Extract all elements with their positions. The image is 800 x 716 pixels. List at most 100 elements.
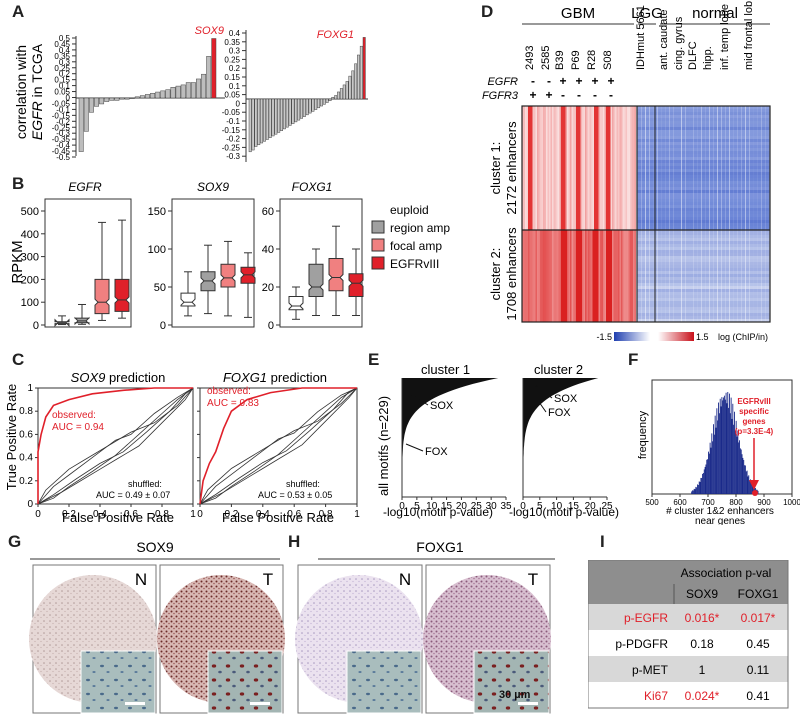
panel-a-left-tick-label: 0.4 (59, 46, 71, 55)
panel-f-bar (715, 427, 717, 494)
panel-f-bar (734, 430, 736, 494)
panel-d-heat-stripe (637, 178, 770, 181)
panel-i-row3-foxg1: 0.41 (746, 689, 770, 703)
panel-a-right-bar (345, 81, 349, 100)
panel-d-heat-stripe (555, 230, 557, 322)
panel-a-right-bar (268, 98, 272, 138)
panel-label-i: I (600, 532, 605, 551)
panel-d-heat-stripe (633, 106, 635, 230)
panel-a-right-tick-label: -0.1 (226, 117, 240, 126)
panel-e-ann2-fox: FOX (548, 407, 571, 419)
panel-a-left-bar (83, 97, 89, 132)
panel-d-heat-stripe (634, 230, 636, 322)
panel-d-heat-stripe (637, 283, 770, 286)
panel-b-box (328, 258, 344, 292)
panel-a-left-tick-label: -0.35 (52, 135, 71, 144)
panel-a-left-bar (78, 97, 84, 152)
panel-a-left-tick-label: 0.15 (54, 76, 70, 85)
panel-d-heat-stripe (765, 106, 766, 322)
panel-c-xtick-label: 0.8 (155, 509, 169, 520)
panel-d-header-gbm: GBM (561, 5, 595, 22)
panel-f-bar (729, 393, 730, 494)
panel-d-heat-stripes (522, 106, 770, 322)
panel-c-auc-2: AUC = 0.83 (207, 398, 259, 409)
panel-e-tick-label: 20 (456, 501, 468, 512)
panel-d-heat-stripe (637, 151, 770, 154)
panel-f-bar (752, 486, 754, 494)
panel-f-bar (728, 407, 730, 494)
panel-d-heat-stripe (749, 106, 750, 322)
panel-d-sample-label: cing. gyrus (673, 16, 685, 70)
panel-d-heat-stripe (665, 106, 666, 322)
panel-d-heat-stripe (597, 106, 599, 230)
panel-b-boxes (54, 219, 364, 327)
panel-f-tick-label: 600 (673, 498, 687, 507)
panel-d-heat-stripe (721, 106, 722, 322)
panel-a-left-tick-label: 0.45 (54, 40, 70, 49)
panel-a-left-bar (119, 97, 125, 100)
panel-d-heat-stripe (553, 230, 555, 322)
panel-a-right-tick-label: 0.2 (229, 64, 241, 73)
panel-d-heat-stripe (689, 106, 690, 322)
panel-g-title: SOX9 (136, 539, 174, 555)
panel-a-right-bar (288, 98, 292, 126)
panel-d-heat-stripe (709, 106, 710, 322)
panel-a-right-tick-label: -0.15 (222, 126, 241, 135)
panel-f-bar (702, 473, 704, 494)
panel-h-n-label: N (399, 570, 411, 589)
panel-d-heat-stripe (586, 230, 588, 322)
panel-d-heat-stripe (637, 250, 770, 253)
panel-c-xtick-label: 1 (354, 509, 360, 520)
panel-d-egfr-status: + (559, 74, 566, 88)
panel-d-heat-stripe (637, 154, 770, 157)
panel-c-xtick-label: 0 (197, 509, 203, 520)
panel-a-left-tick-label: 0.25 (54, 64, 70, 73)
panel-d-heat-stripe (550, 230, 552, 322)
panel-f-bar (720, 406, 722, 494)
panel-d-heat-stripe (525, 106, 527, 230)
panel-c-curve (37, 387, 193, 504)
panel-d-heat-stripe (637, 127, 770, 130)
panel-a-left-bar (134, 96, 140, 99)
panel-g-normal-scalebar (125, 702, 145, 705)
panel-e-tick-label: 25 (601, 501, 613, 512)
panel-a-right-tick-label: 0.3 (229, 47, 241, 56)
panel-a-left-tick-label: 0.2 (59, 70, 71, 79)
panel-a-right-bar (251, 98, 255, 151)
panel-d-cluster2-line2: 1708 enhancers (504, 227, 519, 321)
panel-b-tick-label: 0 (33, 320, 39, 332)
panel-f-bar (719, 398, 721, 494)
panel-a-left-bar (165, 89, 171, 99)
panel-a-left-bar (94, 97, 99, 107)
panel-c-curve (199, 387, 357, 505)
panel-a-right-bars (248, 37, 366, 153)
panel-f-bar (709, 442, 711, 494)
panel-g-n-label: N (135, 570, 147, 589)
panel-f-bar (700, 477, 702, 494)
panel-a-right-bar (294, 98, 298, 123)
panel-d-heat-stripe (637, 310, 770, 313)
panel-a-right-bar (302, 98, 306, 117)
panel-d-heat-stripe (576, 106, 578, 230)
panel-a-right-bar (260, 98, 264, 144)
panel-f-bar (708, 451, 709, 494)
panel-a-right-bar (280, 98, 284, 131)
panel-d-heat-stripe (637, 124, 770, 127)
panel-d-heat-stripe (585, 106, 587, 230)
panel-a-right-bar (342, 84, 346, 100)
panel-c-ytick-label: 1 (27, 383, 33, 394)
panel-d-heat-stripe (637, 193, 770, 196)
panel-d-heat-stripe (529, 106, 531, 230)
panel-b-tick-label: 20 (262, 282, 274, 294)
panel-e-arrow (531, 391, 547, 413)
panel-c-ytick-label: 0.2 (19, 476, 33, 487)
panel-f-bar (743, 459, 745, 494)
panel-d-heat-stripe (637, 166, 770, 169)
panel-g-tumor-scalebar (250, 702, 270, 705)
panel-gh-tissue-images: SOX9 N T FOXG1 N T 30 µm (29, 539, 555, 714)
panel-c-xtick-label: 0.4 (93, 509, 107, 520)
panel-d-heat-stripe (625, 230, 627, 322)
panel-a-left-tick-label: -0.2 (56, 117, 70, 126)
panel-b-title-foxg1: FOXG1 (292, 180, 333, 194)
panel-d-normal-cluster2-bg (637, 230, 770, 322)
